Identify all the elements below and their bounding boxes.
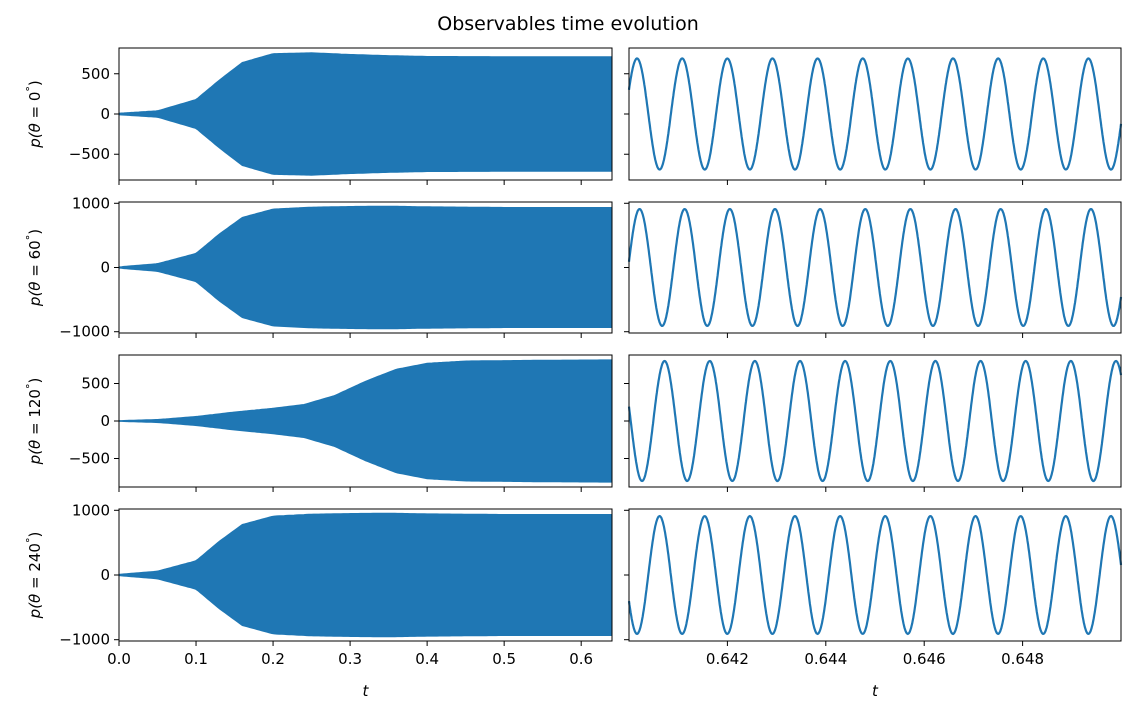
- right-panel-1: [624, 201, 1123, 338]
- zoom-series-2: [627, 359, 1123, 483]
- left-panel-3: −1000 0 1000 0.0 0.1 0.2 0.3 0.4 0.5 0.6 p(θ = 240…: [24, 501, 613, 668]
- panels: −500 0 500 p(θ = 0°) −1000 0 1000 p(θ = 60°) −50…: [24, 47, 1123, 700]
- left-xtick-label-3: 0.3: [338, 650, 362, 668]
- left-panel-1: −1000 0 1000 p(θ = 60°): [24, 194, 613, 341]
- right-xtick-label-2: 0.646: [903, 650, 946, 668]
- ylabel-1: p(θ = 60°): [24, 229, 45, 307]
- left-ytick-label-2-0: −500: [69, 450, 110, 468]
- right-panel-2: [624, 354, 1123, 492]
- left-ytick-label-3-2: 1000: [72, 501, 110, 519]
- left-xtick-label-2: 0.2: [261, 650, 285, 668]
- zoom-series-3: [627, 514, 1123, 636]
- left-panel-2: −500 0 500 p(θ = 120°): [24, 354, 613, 492]
- zoom-series-1: [627, 207, 1123, 328]
- left-ytick-label-1-1: 0: [100, 259, 110, 277]
- left-panel-0: −500 0 500 p(θ = 0°): [24, 47, 613, 185]
- left-ytick-label-0-2: 500: [81, 65, 110, 83]
- left-xtick-label-0: 0.0: [107, 650, 131, 668]
- left-ytick-label-2-2: 500: [81, 375, 110, 393]
- left-ytick-label-3-0: −1000: [59, 631, 110, 649]
- left-ytick-label-2-1: 0: [100, 412, 110, 430]
- chart-title: Observables time evolution: [437, 13, 699, 35]
- right-xtick-label-0: 0.642: [706, 650, 749, 668]
- left-ytick-label-0-0: −500: [69, 145, 110, 163]
- ylabel-3: p(θ = 240°): [24, 532, 45, 620]
- ylabel-2: p(θ = 120°): [24, 378, 45, 466]
- right-axes-frame-2: [628, 354, 1122, 488]
- left-ytick-label-0-1: 0: [100, 105, 110, 123]
- envelope-series-3: [118, 512, 613, 638]
- left-xtick-label-5: 0.5: [492, 650, 516, 668]
- envelope-series-1: [118, 205, 613, 330]
- left-xtick-label-6: 0.6: [569, 650, 593, 668]
- ylabel-0: p(θ = 0°): [24, 80, 45, 149]
- left-xtick-label-1: 0.1: [184, 650, 208, 668]
- right-panel-0: [624, 47, 1123, 185]
- left-xtick-label-4: 0.4: [415, 650, 439, 668]
- left-ytick-label-1-2: 1000: [72, 194, 110, 212]
- envelope-series-0: [118, 52, 613, 176]
- right-xtick-label-3: 0.648: [1001, 650, 1044, 668]
- left-ytick-label-3-1: 0: [100, 566, 110, 584]
- right-xlabel: t: [872, 682, 879, 700]
- zoom-series-0: [627, 57, 1123, 171]
- left-ytick-label-1-0: −1000: [59, 323, 110, 341]
- right-panel-3: 0.642 0.644 0.646 0.648: [624, 508, 1123, 668]
- right-xtick-label-1: 0.644: [804, 650, 847, 668]
- envelope-series-2: [118, 359, 613, 483]
- left-xlabel: t: [363, 682, 370, 700]
